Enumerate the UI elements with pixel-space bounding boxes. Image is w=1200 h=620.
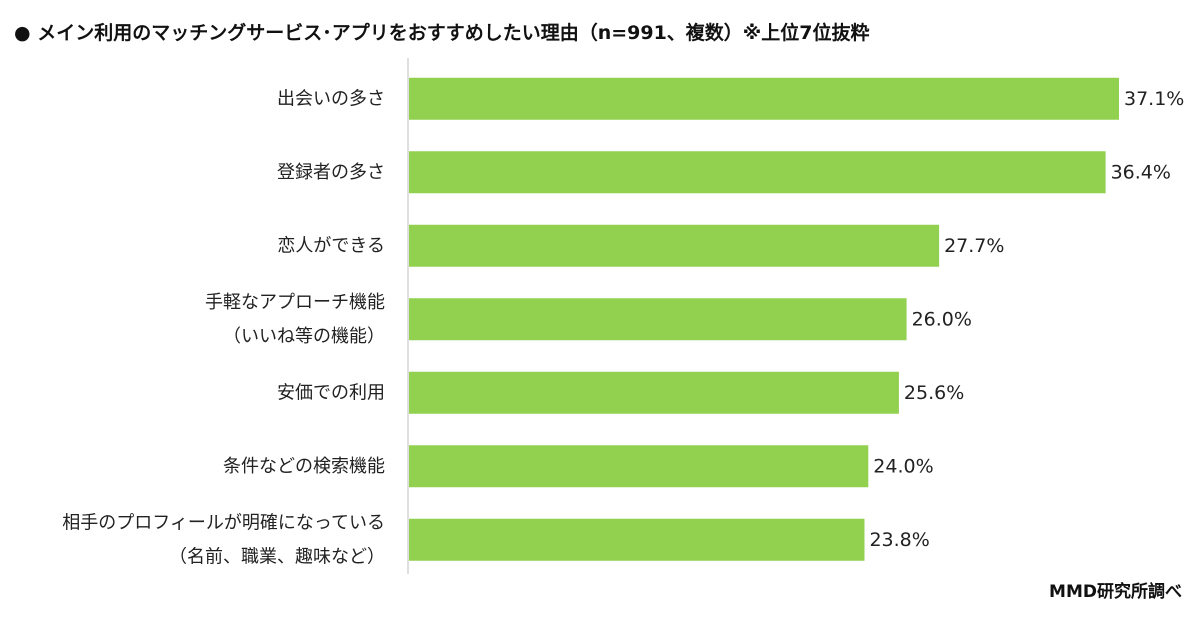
value-label-3: 27.7%: [944, 235, 1004, 257]
bar-7: [409, 518, 865, 561]
bar-2: [409, 151, 1106, 194]
category-label-5: 安価での利用: [277, 382, 385, 403]
value-label-2: 36.4%: [1111, 161, 1171, 183]
category-label-3: 恋人ができる: [277, 234, 385, 256]
value-labels-group: 37.1% 36.4% 27.7% 26.0% 25.6% 24.0% 23.8%: [869, 88, 1184, 551]
bar-5: [409, 371, 899, 414]
source-credit: MMD研究所調べ: [1049, 582, 1182, 602]
value-label-7: 23.8%: [869, 529, 929, 551]
bars-group: [409, 77, 1119, 561]
value-label-1: 37.1%: [1124, 88, 1184, 110]
category-label-6: 条件などの検索機能: [223, 456, 385, 477]
category-label-7-line-2: （名前、職業、趣味など）: [169, 546, 385, 567]
value-label-6: 24.0%: [873, 455, 933, 477]
category-label-1: 出会いの多さ: [277, 88, 385, 109]
chart-title: ● メイン利用のマッチングサービス･アプリをおすすめしたい理由（n=991、複数…: [14, 22, 870, 44]
value-label-4: 26.0%: [912, 308, 972, 330]
bar-6: [409, 445, 869, 488]
category-label-4-line-2: （いいね等の機能）: [223, 326, 385, 347]
bar-4: [409, 298, 907, 341]
bar-1: [409, 77, 1119, 120]
category-label-7-line-1: 相手のプロフィールが明確になっている: [62, 512, 385, 533]
category-label-4-line-1: 手軽なアプローチ機能: [205, 292, 385, 313]
value-label-5: 25.6%: [904, 382, 964, 404]
bar-3: [409, 224, 940, 267]
category-label-2: 登録者の多さ: [277, 162, 385, 183]
